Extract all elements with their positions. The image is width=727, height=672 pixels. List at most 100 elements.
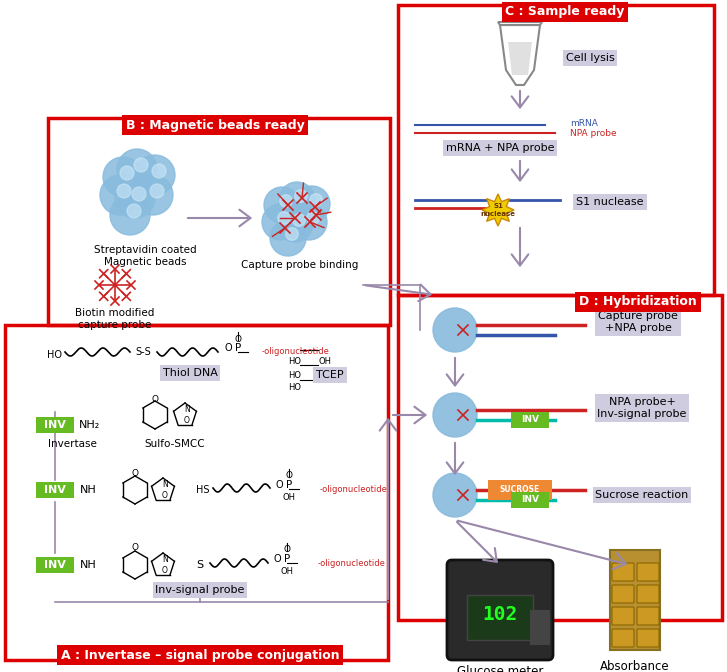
Circle shape (280, 195, 292, 207)
Text: HO: HO (47, 350, 63, 360)
Text: INV: INV (521, 415, 539, 425)
Polygon shape (500, 25, 540, 85)
FancyBboxPatch shape (612, 629, 634, 647)
Circle shape (278, 212, 290, 224)
Bar (398, 295, 722, 620)
Circle shape (132, 187, 146, 201)
Circle shape (270, 220, 306, 256)
Polygon shape (498, 22, 542, 25)
Text: NH: NH (80, 560, 97, 570)
Text: P: P (286, 480, 292, 490)
Text: TCEP: TCEP (316, 370, 344, 380)
Text: O: O (286, 472, 292, 480)
Text: mRNA: mRNA (570, 120, 598, 128)
Text: O: O (235, 335, 241, 345)
Text: S: S (196, 560, 204, 570)
FancyBboxPatch shape (447, 560, 553, 660)
FancyBboxPatch shape (637, 607, 659, 625)
Circle shape (293, 214, 305, 226)
Text: -oligonucleotide: -oligonucleotide (318, 558, 386, 567)
Text: OH: OH (281, 567, 294, 577)
Text: O: O (224, 343, 232, 353)
Text: P: P (235, 343, 241, 353)
Text: INV: INV (521, 495, 539, 505)
Text: C : Sample ready: C : Sample ready (505, 5, 624, 19)
Text: HO: HO (289, 358, 302, 366)
Text: INV: INV (44, 420, 66, 430)
Text: Streptavidin coated
Magnetic beads: Streptavidin coated Magnetic beads (94, 245, 196, 267)
Text: SUCROSE: SUCROSE (500, 485, 540, 495)
Text: HO: HO (289, 370, 302, 380)
Text: NH₂: NH₂ (79, 420, 100, 430)
Text: INV: INV (44, 560, 66, 570)
Text: -oligonucleotide: -oligonucleotide (262, 347, 330, 357)
Circle shape (135, 155, 175, 195)
Circle shape (110, 195, 150, 235)
FancyBboxPatch shape (637, 585, 659, 603)
Text: Biotin modified
capture probe: Biotin modified capture probe (76, 308, 155, 329)
Text: Capture probe
+NPA probe: Capture probe +NPA probe (598, 311, 678, 333)
Text: S1 nuclease: S1 nuclease (577, 197, 643, 207)
Circle shape (286, 228, 298, 241)
Text: Inv-signal probe: Inv-signal probe (156, 585, 245, 595)
Polygon shape (482, 194, 514, 226)
Circle shape (134, 158, 148, 172)
Circle shape (277, 206, 313, 242)
Circle shape (291, 204, 327, 240)
FancyBboxPatch shape (36, 557, 74, 573)
Circle shape (133, 175, 173, 215)
Bar (530, 610, 550, 645)
Text: A : Invertase – signal probe conjugation: A : Invertase – signal probe conjugation (60, 648, 340, 661)
Text: OH: OH (283, 493, 295, 503)
Text: O: O (273, 554, 281, 564)
Text: 102: 102 (483, 605, 518, 624)
Text: INV: INV (44, 485, 66, 495)
FancyBboxPatch shape (612, 563, 634, 581)
Text: N
O: N O (162, 555, 168, 575)
Text: -oligonucleotide: -oligonucleotide (320, 485, 388, 493)
Text: HO: HO (289, 384, 302, 392)
Text: O: O (276, 480, 283, 490)
Polygon shape (508, 42, 532, 75)
Text: NPA probe: NPA probe (570, 128, 616, 138)
Text: NH: NH (80, 485, 97, 495)
Text: N
O: N O (184, 405, 190, 425)
Circle shape (279, 182, 315, 218)
Text: Sucrose reaction: Sucrose reaction (595, 490, 688, 500)
Circle shape (310, 194, 322, 206)
Circle shape (152, 164, 166, 178)
Text: Glucose meter: Glucose meter (457, 665, 543, 672)
Text: S1
nuclease: S1 nuclease (481, 204, 515, 216)
FancyBboxPatch shape (36, 482, 74, 498)
Circle shape (433, 473, 477, 517)
Circle shape (264, 187, 300, 223)
Circle shape (117, 149, 157, 189)
Bar (467, 595, 533, 640)
Text: Thiol DNA: Thiol DNA (163, 368, 217, 378)
Bar (398, 5, 714, 295)
Text: Cell lysis: Cell lysis (566, 53, 614, 63)
FancyBboxPatch shape (637, 563, 659, 581)
Circle shape (117, 184, 131, 198)
Bar (5, 325, 388, 660)
Circle shape (307, 212, 319, 224)
Circle shape (294, 190, 308, 202)
Text: Capture probe binding: Capture probe binding (241, 260, 358, 270)
Text: O: O (151, 396, 158, 405)
Text: Sulfo-SMCC: Sulfo-SMCC (145, 439, 205, 449)
Text: O: O (284, 546, 291, 554)
FancyBboxPatch shape (488, 480, 552, 500)
Text: B : Magnetic beads ready: B : Magnetic beads ready (126, 118, 305, 132)
FancyBboxPatch shape (637, 629, 659, 647)
Circle shape (120, 166, 134, 180)
Circle shape (115, 178, 155, 218)
Circle shape (127, 204, 141, 218)
Circle shape (294, 186, 330, 222)
Circle shape (100, 175, 140, 215)
Circle shape (262, 204, 298, 240)
Text: OH: OH (318, 358, 332, 366)
Text: S-S: S-S (135, 347, 151, 357)
FancyBboxPatch shape (511, 412, 549, 428)
FancyBboxPatch shape (612, 585, 634, 603)
Text: D : Hybridization: D : Hybridization (579, 296, 697, 308)
